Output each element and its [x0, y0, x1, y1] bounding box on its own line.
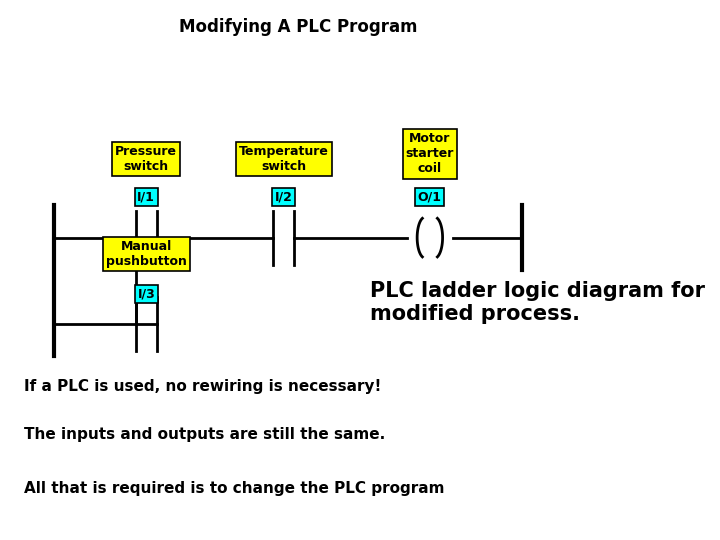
Text: I/1: I/1 — [138, 191, 156, 204]
Text: Pressure
switch: Pressure switch — [115, 145, 177, 173]
Text: The inputs and outputs are still the same.: The inputs and outputs are still the sam… — [24, 427, 385, 442]
Text: Temperature
switch: Temperature switch — [238, 145, 328, 173]
Text: PLC ladder logic diagram for
modified process.: PLC ladder logic diagram for modified pr… — [370, 281, 705, 324]
Text: Manual
pushbutton: Manual pushbutton — [106, 240, 186, 268]
Text: Motor
starter
coil: Motor starter coil — [405, 132, 454, 176]
Text: If a PLC is used, no rewiring is necessary!: If a PLC is used, no rewiring is necessa… — [24, 379, 382, 394]
Text: I/2: I/2 — [274, 191, 292, 204]
Text: Modifying A PLC Program: Modifying A PLC Program — [179, 18, 418, 36]
Text: O/1: O/1 — [418, 191, 442, 204]
Text: I/3: I/3 — [138, 288, 155, 301]
Text: All that is required is to change the PLC program: All that is required is to change the PL… — [24, 481, 444, 496]
